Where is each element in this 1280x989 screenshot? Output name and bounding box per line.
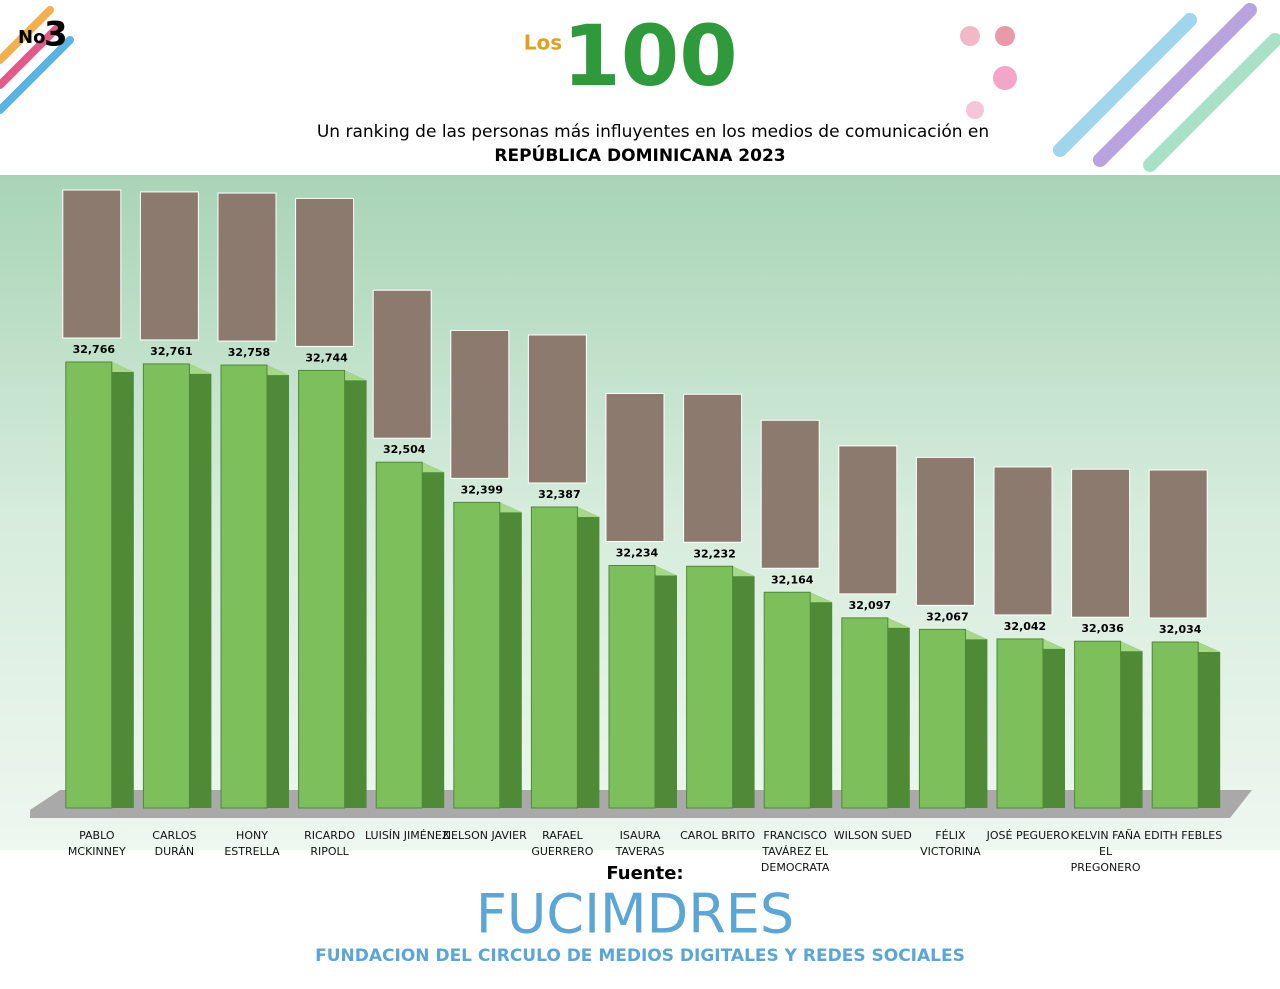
x-tick-label: RICARDO RIPOLL: [304, 829, 356, 858]
photo: [372, 289, 432, 439]
photo: [915, 456, 975, 606]
bar: [1151, 641, 1199, 809]
photo: [217, 192, 277, 342]
bar-side: [655, 565, 677, 808]
bar-side: [267, 365, 289, 808]
bar-side: [422, 462, 445, 808]
x-tick-label: KELVIN FAÑA EL PREGONERO: [1070, 829, 1141, 874]
x-tick-label: CARLOS DURÁN: [152, 829, 197, 858]
value-label: 32,042: [1004, 620, 1046, 633]
value-label: 32,164: [771, 573, 814, 586]
bar: [65, 361, 113, 809]
bar-side: [189, 363, 212, 808]
bar: [530, 506, 578, 809]
source-name: FUCIMDRES: [476, 883, 794, 946]
photo: [838, 445, 898, 595]
bar: [453, 501, 501, 809]
photo: [295, 197, 355, 347]
bar: [142, 363, 190, 809]
logo-number: 100: [562, 7, 737, 105]
photo: [139, 191, 199, 341]
bar: [686, 565, 734, 809]
x-tick-label: CAROL BRITO: [680, 829, 756, 842]
x-tick-label: NELSON JAVIER: [442, 829, 527, 842]
photo: [605, 392, 665, 542]
value-label: 32,067: [926, 610, 968, 623]
x-tick-label: EDITH FEBLES: [1144, 829, 1223, 842]
x-tick-label: JOSÉ PEGUERO: [986, 829, 1070, 842]
bar: [841, 617, 889, 809]
x-tick-label: RAFAEL GUERRERO: [531, 829, 594, 858]
photo: [450, 329, 510, 479]
x-tick-label: PABLO MCKINNEY: [67, 829, 126, 858]
bar: [763, 591, 811, 809]
badge-prefix: No: [18, 27, 45, 48]
bar-side: [111, 362, 134, 808]
photo: [1071, 468, 1131, 618]
value-label: 32,034: [1159, 623, 1202, 636]
value-label: 32,758: [228, 346, 270, 359]
x-tick-label: LUISÍN JIMÉNEZ: [364, 829, 450, 842]
bar-side: [810, 592, 833, 808]
value-label: 32,232: [693, 547, 735, 560]
badge-number: 3: [44, 15, 68, 55]
value-label: 32,761: [150, 345, 192, 358]
bar: [608, 564, 656, 809]
source-label: Fuente:: [606, 863, 683, 884]
photo: [527, 334, 587, 484]
bar-side: [887, 617, 910, 808]
bar: [918, 628, 966, 809]
photo: [62, 189, 122, 339]
bar: [298, 369, 346, 809]
bar-side: [577, 506, 600, 808]
value-label: 32,387: [538, 488, 580, 501]
logo-prefix: Los: [524, 31, 562, 55]
title-line2: REPÚBLICA DOMINICANA 2023: [494, 144, 785, 166]
value-label: 32,504: [383, 443, 426, 456]
photo: [993, 466, 1053, 616]
x-tick-label: FÉLIX VICTORINA: [920, 829, 981, 858]
value-label: 32,234: [616, 546, 659, 559]
bar: [1074, 640, 1122, 809]
bar-side: [1120, 641, 1143, 808]
bar-side: [1043, 638, 1065, 808]
decor: [0, 3, 1280, 172]
title-line1: Un ranking de las personas más influyent…: [317, 122, 989, 142]
x-tick-label: FRANCISCO TAVÁREZ EL DEMOCRATA: [760, 829, 830, 874]
value-label: 32,744: [305, 351, 348, 364]
x-tick-label: HONY ESTRELLA: [224, 829, 280, 858]
photo: [760, 419, 820, 569]
value-label: 32,097: [849, 599, 891, 612]
bar-side: [499, 502, 522, 808]
photo: [683, 393, 743, 543]
bar: [996, 638, 1044, 809]
bar-side: [732, 566, 755, 808]
bar-side: [344, 370, 367, 808]
source-full: FUNDACION DEL CIRCULO DE MEDIOS DIGITALE…: [315, 946, 965, 966]
photo: [1148, 469, 1208, 619]
x-tick-label: WILSON SUED: [833, 829, 912, 842]
bar-side: [1198, 641, 1221, 808]
bar: [375, 461, 423, 809]
x-tick-label: ISAURA TAVERAS: [615, 829, 665, 858]
value-label: 32,399: [461, 483, 503, 496]
bar-side: [965, 629, 988, 808]
value-label: 32,766: [73, 343, 116, 356]
bar: [220, 364, 268, 809]
value-label: 32,036: [1081, 622, 1124, 635]
